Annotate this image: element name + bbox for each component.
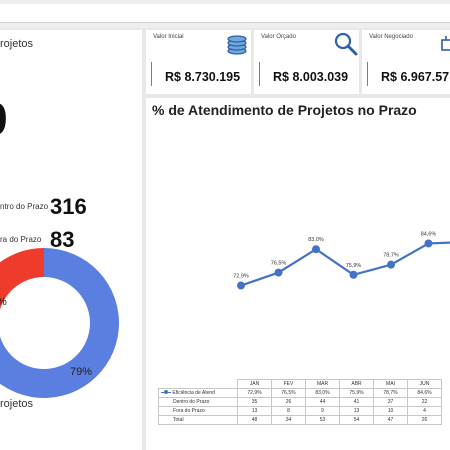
table-cell: 26 bbox=[271, 397, 306, 407]
line-chart: 72,9% 76,5% 83,0% 75,9% 78,7% 84,6% bbox=[233, 231, 450, 290]
donut-label-within: 79% bbox=[70, 366, 92, 378]
table-cell: 34 bbox=[271, 415, 306, 425]
card-budget-value: Valor Orçado R$ 8.003.039 bbox=[254, 30, 359, 94]
table-cell: 83,0% bbox=[305, 388, 340, 398]
table-cell: 13 bbox=[339, 406, 374, 416]
data-point bbox=[424, 239, 433, 248]
data-point bbox=[349, 270, 358, 279]
outside-deadline-value: 83 bbox=[50, 227, 75, 252]
table-cell: 22 bbox=[407, 397, 442, 407]
table-cell: 10 bbox=[373, 406, 408, 416]
top-bar bbox=[0, 0, 450, 28]
table-row: Eficiência de Atend 72,9% 76,5% 83,0% 75… bbox=[158, 388, 442, 398]
table-row-label-text: Eficiência de Atend bbox=[172, 390, 215, 396]
card-label: Valor Orçado bbox=[261, 34, 296, 40]
top-strip bbox=[0, 4, 450, 23]
data-label: 84,6% bbox=[421, 231, 437, 237]
data-point bbox=[237, 281, 245, 290]
table-cell: 44 bbox=[305, 397, 340, 407]
table-cell: 41 bbox=[339, 397, 374, 407]
magnifier-icon bbox=[334, 32, 358, 56]
table-cell: 75,9% bbox=[339, 388, 374, 398]
table-header-cell: JUN bbox=[407, 379, 442, 389]
donut-segment-within bbox=[0, 248, 119, 398]
table-cell: 72,9% bbox=[237, 388, 272, 398]
chart-title: % de Atendimento de Projetos no Prazo bbox=[152, 102, 417, 118]
card-label: Valor Negociado bbox=[369, 34, 413, 40]
table-corner bbox=[159, 380, 238, 389]
card-initial-value: Valor Inicial R$ 8.730.195 bbox=[146, 30, 251, 94]
card-value: R$ 8.003.039 bbox=[273, 70, 349, 84]
within-deadline-label: ntro do Prazo bbox=[0, 202, 49, 211]
table-cell: 4 bbox=[407, 406, 442, 416]
coins-icon bbox=[227, 35, 247, 55]
table-row-label: Eficiência de Atend bbox=[158, 388, 238, 398]
table-cell: 26 bbox=[407, 415, 442, 425]
table-row-label: Fora do Prazo bbox=[158, 406, 238, 416]
within-deadline-value: 316 bbox=[50, 194, 87, 219]
card-negotiated-value: Valor Negociado R$ 6.967.57 bbox=[362, 30, 450, 94]
table-cell: 13 bbox=[237, 406, 272, 416]
deadline-donut-chart: 79% % bbox=[0, 248, 119, 398]
table-cell: 48 bbox=[237, 415, 272, 425]
data-label: 76,5% bbox=[271, 261, 287, 267]
table-header-row: JAN FEV MAR ABR MAI JUN bbox=[159, 379, 442, 389]
cart-icon bbox=[441, 36, 450, 51]
card-value: R$ 6.967.57 bbox=[381, 70, 450, 84]
table-header-cell: MAR bbox=[305, 379, 340, 389]
data-table: JAN FEV MAR ABR MAI JUN Eficiência de At… bbox=[158, 379, 442, 425]
table-cell: 35 bbox=[237, 397, 272, 407]
data-point bbox=[387, 260, 395, 269]
table-cell: 8 bbox=[271, 406, 306, 416]
data-point bbox=[312, 245, 320, 254]
deadline-chart-panel: % de Atendimento de Projetos no Prazo 72… bbox=[146, 98, 450, 450]
data-label: 78,7% bbox=[383, 253, 399, 259]
table-cell: 54 bbox=[339, 415, 374, 425]
card-label: Valor Inicial bbox=[153, 34, 184, 40]
table-row: Dentro do Prazo 35 26 44 41 37 22 bbox=[158, 397, 442, 407]
card-accent-bar bbox=[151, 62, 152, 86]
table-row: Total 48 34 53 54 47 26 bbox=[158, 415, 442, 425]
card-accent-bar bbox=[259, 62, 260, 86]
table-header-cell: FEV bbox=[271, 379, 306, 389]
table-row-label: Total bbox=[158, 415, 238, 425]
table-cell: 78,7% bbox=[373, 388, 408, 398]
data-point bbox=[274, 268, 283, 277]
donut-label-outside: % bbox=[0, 296, 7, 308]
table-cell: 37 bbox=[373, 397, 408, 407]
table-cell: 76,5% bbox=[271, 388, 306, 398]
donut-segment-outside bbox=[0, 248, 44, 310]
outside-deadline-label: ra do Prazo bbox=[0, 235, 42, 244]
projects-title: rojetos bbox=[0, 38, 34, 50]
projects-bottom-label: rojetos bbox=[0, 398, 34, 410]
table-cell: 84,6% bbox=[407, 388, 442, 398]
data-label: 83,0% bbox=[308, 237, 324, 243]
projects-panel: rojetos 9 ntro do Prazo 316 ra do Prazo … bbox=[0, 30, 142, 450]
table-header-cell: MAI bbox=[373, 379, 408, 389]
table-cell: 47 bbox=[373, 415, 408, 425]
card-accent-bar bbox=[367, 62, 368, 86]
table-cell: 53 bbox=[305, 415, 340, 425]
data-label: 72,9% bbox=[233, 274, 249, 280]
table-row-label: Dentro do Prazo bbox=[158, 397, 238, 407]
table-cell: 9 bbox=[305, 406, 340, 416]
card-value: R$ 8.730.195 bbox=[165, 70, 241, 84]
table-header-cell: ABR bbox=[339, 379, 374, 389]
data-label: 75,9% bbox=[346, 263, 362, 269]
legend-line-marker-icon bbox=[161, 390, 171, 395]
table-row: Fora do Prazo 13 8 9 13 10 4 bbox=[158, 406, 442, 416]
table-header-cell: JAN bbox=[237, 379, 272, 389]
projects-total: 9 bbox=[0, 96, 8, 142]
